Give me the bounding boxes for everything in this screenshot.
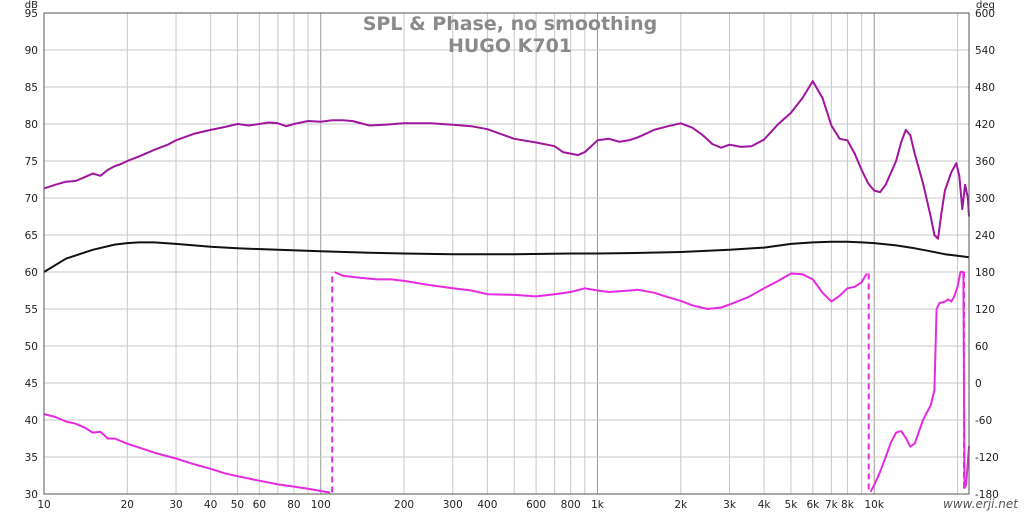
y-left-tick-label: 85 <box>25 82 38 94</box>
x-tick-label: 2k <box>674 499 688 511</box>
y-left-tick-label: 40 <box>25 415 38 427</box>
y-left-tick-label: 65 <box>25 230 38 242</box>
y-left-tick-label: 75 <box>25 156 38 168</box>
x-tick-label: 50 <box>231 499 244 511</box>
series-line-0 <box>43 80 970 240</box>
y-right-tick-label: -60 <box>975 415 992 427</box>
watermark: www.erji.net <box>943 497 1019 511</box>
y-left-unit: dB <box>25 0 38 11</box>
series-group <box>43 80 970 494</box>
chart-subtitle: HUGO K701 <box>448 35 572 57</box>
y-right-tick-label: 0 <box>975 378 982 390</box>
x-tick-label: 5k <box>785 499 799 511</box>
x-tick-label: 60 <box>253 499 266 511</box>
series-line-4 <box>869 271 970 493</box>
x-tick-label: 200 <box>394 499 414 511</box>
y-right-tick-label: 300 <box>975 193 995 205</box>
x-tick-label: 80 <box>287 499 300 511</box>
y-left-tick-label: 80 <box>25 119 38 131</box>
y-left-tick-label: 60 <box>25 267 38 279</box>
x-tick-label: 100 <box>311 499 331 511</box>
x-tick-label: 10 <box>37 499 50 511</box>
y-right-tick-label: 180 <box>975 267 995 279</box>
x-tick-label: 7k <box>825 499 839 511</box>
plot-frame <box>43 12 970 495</box>
y-left-tick-label: 95 <box>25 8 38 20</box>
x-tick-label: 30 <box>169 499 182 511</box>
y-left-tick-label: 30 <box>25 489 38 501</box>
y-left-tick-label: 50 <box>25 341 38 353</box>
x-tick-label: 40 <box>204 499 217 511</box>
x-tick-label: 6k <box>806 499 820 511</box>
x-tick-label: 3k <box>723 499 737 511</box>
x-tick-label: 8k <box>841 499 855 511</box>
series-line-1 <box>43 240 970 273</box>
series-line-2 <box>43 413 331 494</box>
x-axis-ticks: 10 20 30 40 50 60 80 100 200 300 400 600 800 1k 2k 3k 4k… <box>37 499 885 511</box>
y-right-tick-label: 600 <box>975 8 995 20</box>
y-right-tick-label: -120 <box>975 452 999 464</box>
y-left-tick-label: 55 <box>25 304 38 316</box>
series-line-3 <box>333 271 868 310</box>
y-right-unit: deg <box>976 0 995 11</box>
y-right-tick-label: 540 <box>975 45 995 57</box>
x-tick-label: 400 <box>477 499 497 511</box>
y-right-tick-label: 60 <box>975 341 988 353</box>
y-left-axis-ticks: 95 90 85 80 75 70 65 60 55 50 45 40 35 30 <box>25 8 38 501</box>
x-tick-label: 10k <box>865 499 885 511</box>
chart-title: SPL & Phase, no smoothing <box>363 13 657 35</box>
x-tick-label: 20 <box>121 499 134 511</box>
x-tick-label: 300 <box>443 499 463 511</box>
y-left-tick-label: 70 <box>25 193 38 205</box>
y-right-axis-ticks: 600540480420360300240180120600-60-120-18… <box>975 8 999 501</box>
y-right-tick-label: 420 <box>975 119 995 131</box>
x-tick-label: 1k <box>591 499 605 511</box>
y-right-tick-label: 480 <box>975 82 995 94</box>
y-right-tick-label: -180 <box>975 489 999 501</box>
y-right-tick-label: 120 <box>975 304 995 316</box>
y-right-tick-label: 240 <box>975 230 995 242</box>
x-tick-label: 600 <box>526 499 546 511</box>
y-left-tick-label: 90 <box>25 45 38 57</box>
x-tick-label: 800 <box>561 499 581 511</box>
y-left-tick-label: 35 <box>25 452 38 464</box>
y-right-tick-label: 360 <box>975 156 995 168</box>
x-tick-label: 4k <box>758 499 772 511</box>
y-left-tick-label: 45 <box>25 378 38 390</box>
